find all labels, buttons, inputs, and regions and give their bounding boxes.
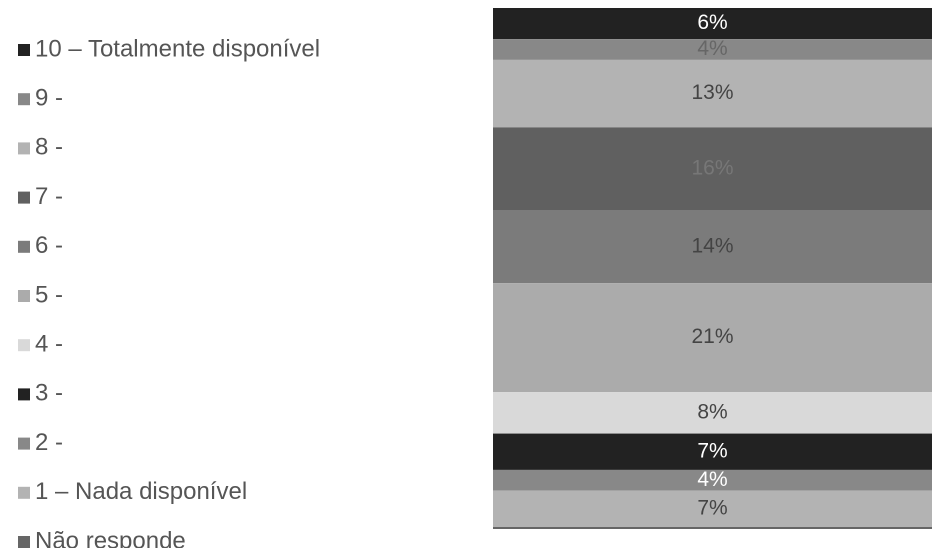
value-label: 13% xyxy=(691,81,733,104)
legend-label: 4 - xyxy=(35,331,63,358)
bar-segment xyxy=(493,39,932,60)
legend-label: 6 - xyxy=(35,232,63,259)
legend-swatch xyxy=(18,142,30,155)
value-label: 16% xyxy=(691,156,733,179)
bar-segment xyxy=(493,59,932,128)
legend-label: 5 - xyxy=(35,281,63,308)
legend-label: 10 – Totalmente disponível xyxy=(35,35,320,62)
legend-label: 7 - xyxy=(35,183,63,210)
legend-swatch xyxy=(18,240,30,253)
bar-segment xyxy=(493,392,932,434)
legend-swatch xyxy=(18,486,30,499)
value-label: 8% xyxy=(697,400,727,423)
legend-label: 3 - xyxy=(35,380,63,407)
legend-swatch xyxy=(18,437,30,450)
legend-swatch xyxy=(18,339,30,352)
bar-segment xyxy=(493,469,932,491)
value-label: 4% xyxy=(697,37,727,60)
value-label: 7% xyxy=(697,439,727,462)
bar-segment xyxy=(493,490,932,527)
legend-swatch xyxy=(18,93,30,106)
legend-label: 2 - xyxy=(35,429,63,456)
legend-swatch xyxy=(18,44,30,56)
value-label: 4% xyxy=(697,468,727,491)
value-label: 21% xyxy=(691,325,733,348)
bar-segment xyxy=(493,283,932,393)
legend-label: 1 – Nada disponível xyxy=(35,478,247,505)
legend-swatch xyxy=(18,191,30,204)
bar-segment xyxy=(493,433,932,470)
legend-swatch xyxy=(18,536,30,548)
legend-label: 8 - xyxy=(35,134,63,161)
legend-label: 9 - xyxy=(35,85,63,112)
bar-segment xyxy=(493,8,932,40)
legend-swatch xyxy=(18,388,30,401)
legend-swatch xyxy=(18,290,30,302)
value-label: 7% xyxy=(697,496,727,519)
value-label: 6% xyxy=(697,11,727,34)
bar-segment xyxy=(493,527,932,529)
value-label: 14% xyxy=(691,234,733,257)
bar-segment xyxy=(493,210,932,284)
legend-label: Não responde xyxy=(35,527,186,548)
bar-segment xyxy=(493,127,932,211)
